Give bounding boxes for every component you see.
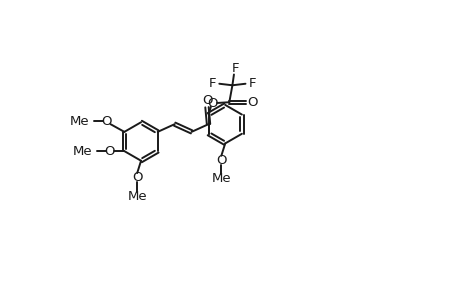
- Text: O: O: [132, 171, 142, 184]
- Text: Me: Me: [70, 115, 90, 128]
- Text: Me: Me: [73, 145, 93, 158]
- Text: Me: Me: [127, 190, 147, 203]
- Text: O: O: [104, 145, 115, 158]
- Text: F: F: [231, 62, 239, 75]
- Text: O: O: [207, 97, 217, 110]
- Text: O: O: [216, 154, 226, 167]
- Text: F: F: [208, 77, 216, 90]
- Text: F: F: [248, 77, 256, 90]
- Text: Me: Me: [211, 172, 231, 185]
- Text: O: O: [246, 96, 257, 109]
- Text: O: O: [101, 115, 112, 128]
- Text: O: O: [202, 94, 213, 107]
